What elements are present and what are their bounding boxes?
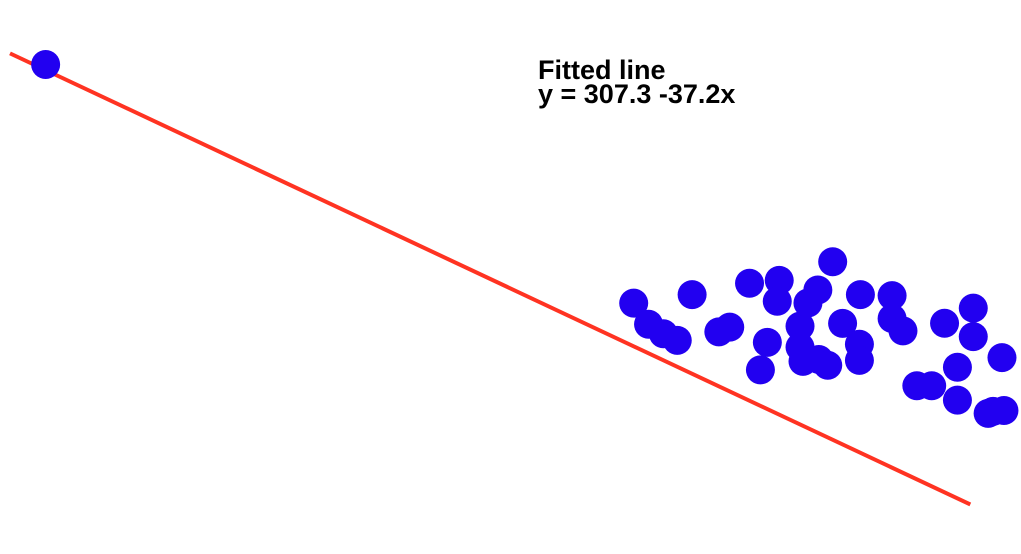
data-point: [828, 308, 858, 338]
data-point: [803, 275, 833, 305]
data-point: [735, 268, 765, 298]
data-point: [942, 352, 972, 382]
data-point: [930, 308, 960, 338]
data-point: [987, 343, 1017, 373]
data-point: [917, 371, 947, 401]
data-point: [31, 50, 61, 79]
data-point: [989, 396, 1019, 425]
data-point: [813, 350, 843, 380]
fit-annotation: Fitted line y = 307.3 -37.2x: [538, 55, 736, 109]
fit-annotation-equation: y = 307.3 -37.2x: [538, 79, 736, 109]
data-point: [677, 280, 707, 310]
fit-annotation-title: Fitted line: [538, 55, 666, 85]
data-point: [958, 293, 988, 323]
data-point: [762, 286, 792, 316]
data-point: [752, 327, 782, 357]
data-point: [888, 316, 918, 346]
data-point: [619, 288, 649, 318]
data-point: [818, 247, 848, 277]
data-point: [764, 265, 794, 295]
data-point: [877, 281, 907, 311]
data-point: [662, 325, 692, 355]
fitted-line-layer: [9, 51, 972, 507]
data-point: [844, 345, 874, 375]
data-point: [958, 322, 988, 352]
data-point: [785, 311, 815, 341]
fitted-line: [9, 51, 972, 507]
data-point: [745, 355, 775, 385]
data-point: [715, 312, 745, 342]
data-point: [845, 280, 875, 310]
data-point: [942, 385, 972, 415]
data-points-layer: [31, 50, 1019, 428]
